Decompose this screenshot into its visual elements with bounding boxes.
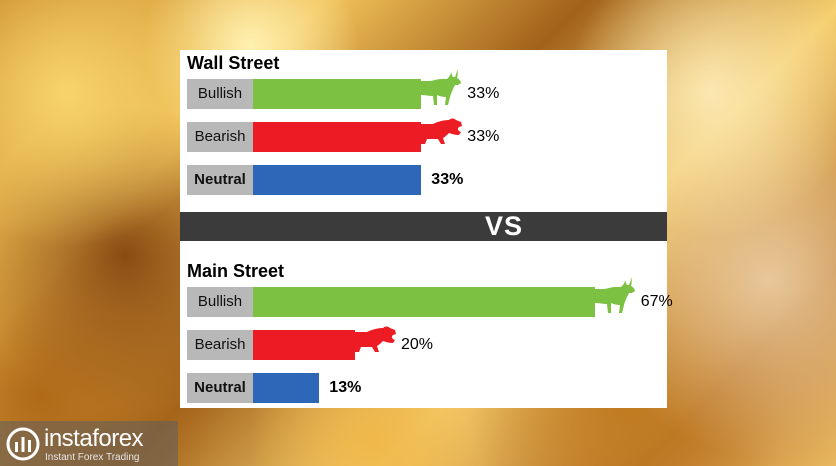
logo-tagline: Instant Forex Trading [45, 452, 140, 463]
neutral-label: Neutral [187, 373, 253, 403]
bear-icon [351, 326, 396, 352]
vs-label: VS [485, 211, 524, 241]
bearish-label: Bearish [187, 122, 253, 152]
wall-street-title: Wall Street [187, 53, 280, 73]
value-label: 13% [329, 379, 362, 396]
bullish-label: Bullish [187, 79, 253, 109]
bull-icon [590, 277, 635, 313]
bar [253, 165, 422, 195]
bar [253, 79, 422, 109]
main-street-title: Main Street [187, 261, 285, 281]
value-label: 20% [401, 336, 434, 353]
bar [253, 122, 422, 152]
bear-icon [417, 118, 463, 144]
vs-divider: VS [180, 211, 667, 241]
value-label: 33% [431, 171, 464, 188]
bullish-label: Bullish [187, 287, 253, 317]
value-label: 33% [467, 128, 500, 145]
instaforex-logo[interactable]: instaforex Instant Forex Trading [0, 421, 178, 466]
neutral-label: Neutral [187, 165, 253, 195]
bar [253, 330, 355, 360]
bar [253, 373, 320, 403]
value-label: 33% [467, 85, 500, 102]
wall-street-panel: Wall Street Bullish 33% Bearish 33% Neut… [180, 50, 667, 212]
instaforex-logo-icon [6, 427, 40, 461]
logo-name: instaforex [44, 425, 144, 452]
main-street-panel: Main Street Bullish 67% Bearish 20% Neut… [180, 241, 673, 408]
bull-icon [417, 69, 462, 105]
bearish-label: Bearish [187, 330, 253, 360]
bar [253, 287, 595, 317]
value-label: 67% [640, 293, 673, 310]
